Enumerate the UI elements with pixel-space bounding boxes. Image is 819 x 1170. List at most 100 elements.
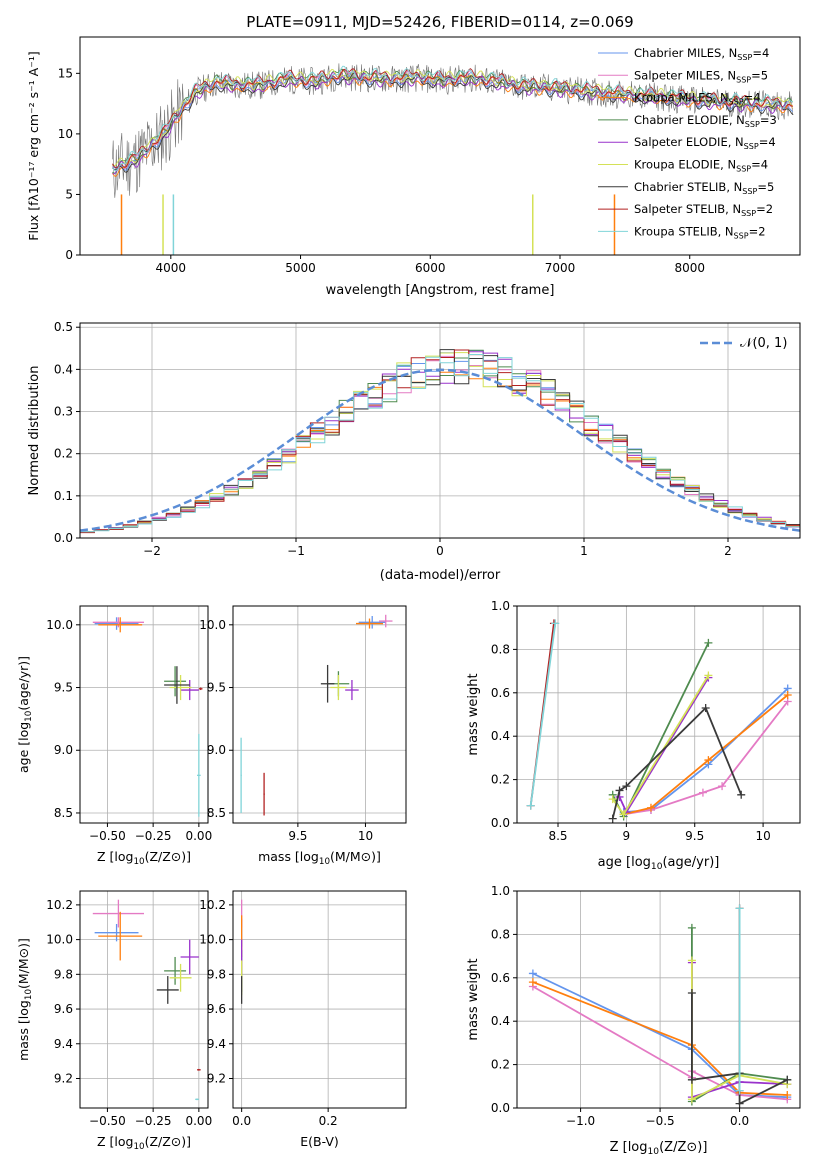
residuals-ytick-label: 0.1: [54, 489, 73, 503]
weight_vs_age-ytick-label: 0.6: [491, 686, 510, 700]
legend-label-7-end: =2: [756, 202, 773, 216]
weight_vs_age-marker-6-0: [608, 814, 617, 823]
age_vs_Z-xtick-label: −0.25: [135, 829, 172, 843]
residuals-xtick-label: 1: [580, 544, 588, 558]
legend-label-5-end: =4: [751, 158, 768, 172]
weight_vs_age-marker-1-2: [698, 788, 707, 797]
age_vs_Z-ylabel-sub: 10: [24, 711, 34, 722]
spectrum-plot-area: [112, 63, 794, 255]
weight_vs_age-marker-2-3: [783, 690, 792, 699]
age_vs_mass-ytick-label: 10.0: [199, 618, 226, 632]
residuals-axes: [80, 323, 800, 539]
legend-label-7-sub: SSP: [741, 209, 756, 218]
residuals-ylabel: Normed distribution: [27, 366, 42, 496]
spectrum-model-line-2: [112, 70, 793, 177]
mass_vs_ebv-frame-group: 0.0 0.2 9.2 9.4 9.6 9.8 10.0 10.2: [199, 890, 407, 1128]
legend-label-4: Salpeter ELODIE, NSSP=4: [634, 135, 776, 151]
weight_vs_age-xlabel-sub: 10: [651, 862, 663, 872]
spectrum-ytick-label: 10: [58, 127, 73, 141]
legend-label-3-end: =3: [760, 113, 777, 127]
mass_vs_Z-ytick-label: 9.6: [54, 1002, 73, 1016]
weight_vs_Z-ytick-label: 1.0: [491, 884, 510, 898]
weight_vs_Z-marker-8-0: [735, 1086, 744, 1095]
mass_vs_Z-xlabel: Z [log10(Z/Z⊙)]: [97, 1134, 191, 1152]
legend-label-7: Salpeter STELIB, NSSP=2: [634, 202, 773, 218]
weight_vs_Z-marker-5-0: [687, 956, 696, 965]
legend-label-2-sub: SSP: [729, 98, 744, 107]
spectrum-ytick-label: 0: [65, 248, 73, 262]
legend-label-1-sub: SSP: [736, 75, 751, 84]
weight_vs_age-frame: [516, 605, 801, 824]
weight_vs_Z-xtick-label: 0.0: [730, 1114, 749, 1128]
mass_vs_ebv-ytick-label: 9.8: [207, 967, 226, 981]
weight_vs_Z-marker-2-3: [783, 1090, 792, 1099]
residuals-xtick-label: −2: [143, 544, 161, 558]
age_vs_Z-xlabel-main: Z [log: [97, 849, 133, 864]
weight_vs_Z-ytick-label: 0.0: [491, 1101, 510, 1115]
spectrum-xtick-label: 5000: [285, 261, 316, 275]
weight_vs_age-marker-5-2: [704, 671, 713, 680]
legend-label-8-sub: SSP: [734, 231, 749, 240]
spectrum-ylabel: Flux [fλ10⁻¹⁷ erg cm⁻² s⁻¹ A⁻¹]: [26, 51, 41, 240]
mass_vs_Z-ylabel-end: (M/M⊙)]: [16, 938, 31, 989]
legend-label-6: Chabrier STELIB, NSSP=5: [634, 180, 774, 196]
age_vs_mass-plot-area: [240, 614, 393, 816]
weight_vs_age-plot-area: [526, 619, 792, 823]
spectrum-model-line-8: [112, 65, 793, 172]
residuals-xtick-label: 2: [724, 544, 732, 558]
age_vs_mass-xlabel-sub: 10: [319, 857, 330, 867]
weight_vs_Z-marker-5-1: [687, 1095, 696, 1104]
legend-label-2-main: Kroupa MILES, N: [634, 91, 729, 105]
mass_vs_Z-ytick-label: 9.8: [54, 967, 73, 981]
legend-label-1-main: Salpeter MILES, N: [634, 68, 736, 82]
weight_vs_Z-plot-area: [528, 904, 792, 1108]
legend-label-7-main: Salpeter STELIB, N: [634, 202, 741, 216]
age_vs_Z-frame-group: −0.50 −0.25 0.00 8.5 9.0 9.5 10.0: [46, 605, 212, 843]
spectrum-title: PLATE=0911, MJD=52426, FIBERID=0114, z=0…: [246, 13, 633, 31]
weight_vs_age-marker-2-2: [704, 756, 713, 765]
weight_vs_age-ytick-label: 0.0: [491, 816, 510, 830]
mass_vs_ebv-ytick-label: 10.2: [199, 898, 226, 912]
mass_vs_Z-frame-group: −0.50 −0.25 0.00 9.2 9.4 9.6 9.8 10.0 10.2: [46, 890, 212, 1128]
mass_vs_Z-xtick-label: −0.25: [135, 1114, 172, 1128]
age_vs_Z-frame: [79, 605, 209, 824]
age_vs_mass-xlabel-main: mass [log: [258, 849, 319, 864]
spectrum-xlabel: wavelength [Angstrom, rest frame]: [326, 283, 555, 298]
mass_vs_Z-axes: [80, 891, 208, 1108]
age_vs_Z-xtick-label: −0.50: [89, 829, 126, 843]
weight_vs_age-xlabel-main: age [log: [598, 855, 651, 870]
age_vs_Z-ytick-label: 9.0: [54, 743, 73, 757]
mass_vs_Z-ytick-label: 9.4: [54, 1037, 73, 1051]
weight_vs_age-xtick-label: 9: [623, 829, 631, 843]
residual-histogram-8: [80, 354, 800, 533]
mass_vs_ebv-ytick-label: 9.2: [207, 1071, 226, 1085]
residuals-ytick-label: 0.5: [54, 320, 73, 334]
mass_vs_ebv-xtick-label: 0.2: [319, 1114, 338, 1128]
age_vs_mass-ytick-label: 9.5: [207, 681, 226, 695]
weight_vs_age-marker-6-4: [737, 790, 746, 799]
spectrum-frame-group: 4000 5000 6000 7000 8000 0 5 10 15: [58, 36, 801, 275]
legend-label-3: Chabrier ELODIE, NSSP=3: [634, 113, 777, 129]
mass_vs_Z-plot-area: [92, 899, 201, 1101]
legend-label-4-end: =4: [759, 135, 776, 149]
normal-curve: [80, 368, 800, 532]
spectrum-xtick-label: 8000: [674, 261, 705, 275]
spectrum-ytick-label: 5: [65, 187, 73, 201]
age_vs_mass-frame-group: 9.5 10 8.5 9.0 9.5 10.0: [199, 605, 407, 843]
mass_vs_ebv-frame: [232, 890, 407, 1109]
age_vs_Z-ylabel-main: age [log: [16, 722, 31, 773]
spectrum-ytick-label: 15: [58, 66, 73, 80]
age_vs_Z-plot-area: [92, 617, 203, 817]
weight_vs_age-xtick-label: 8.5: [548, 829, 567, 843]
weight_vs_age-marker-2-1: [646, 803, 655, 812]
weight_vs_age-frame-group: 8.5 9 9.5 10 0.0 0.2 0.4 0.6 0.8 1.0: [491, 599, 801, 843]
weight_vs_Z-series-line-2: [532, 981, 788, 1096]
mass_vs_Z-xlabel-end: (Z/Z⊙)]: [145, 1134, 191, 1149]
residuals-xtick-label: 0: [436, 544, 444, 558]
age_vs_Z-xlabel-end: (Z/Z⊙)]: [145, 849, 191, 864]
weight_vs_age-xlabel: age [log10(age/yr)]: [598, 855, 720, 872]
mass_vs_Z-xtick-label: −0.50: [89, 1114, 126, 1128]
legend-label-0-main: Chabrier MILES, N: [634, 46, 737, 60]
mass_vs_ebv-axes: [233, 891, 406, 1108]
weight_vs_Z-xlabel-main: Z [log: [610, 1140, 648, 1155]
